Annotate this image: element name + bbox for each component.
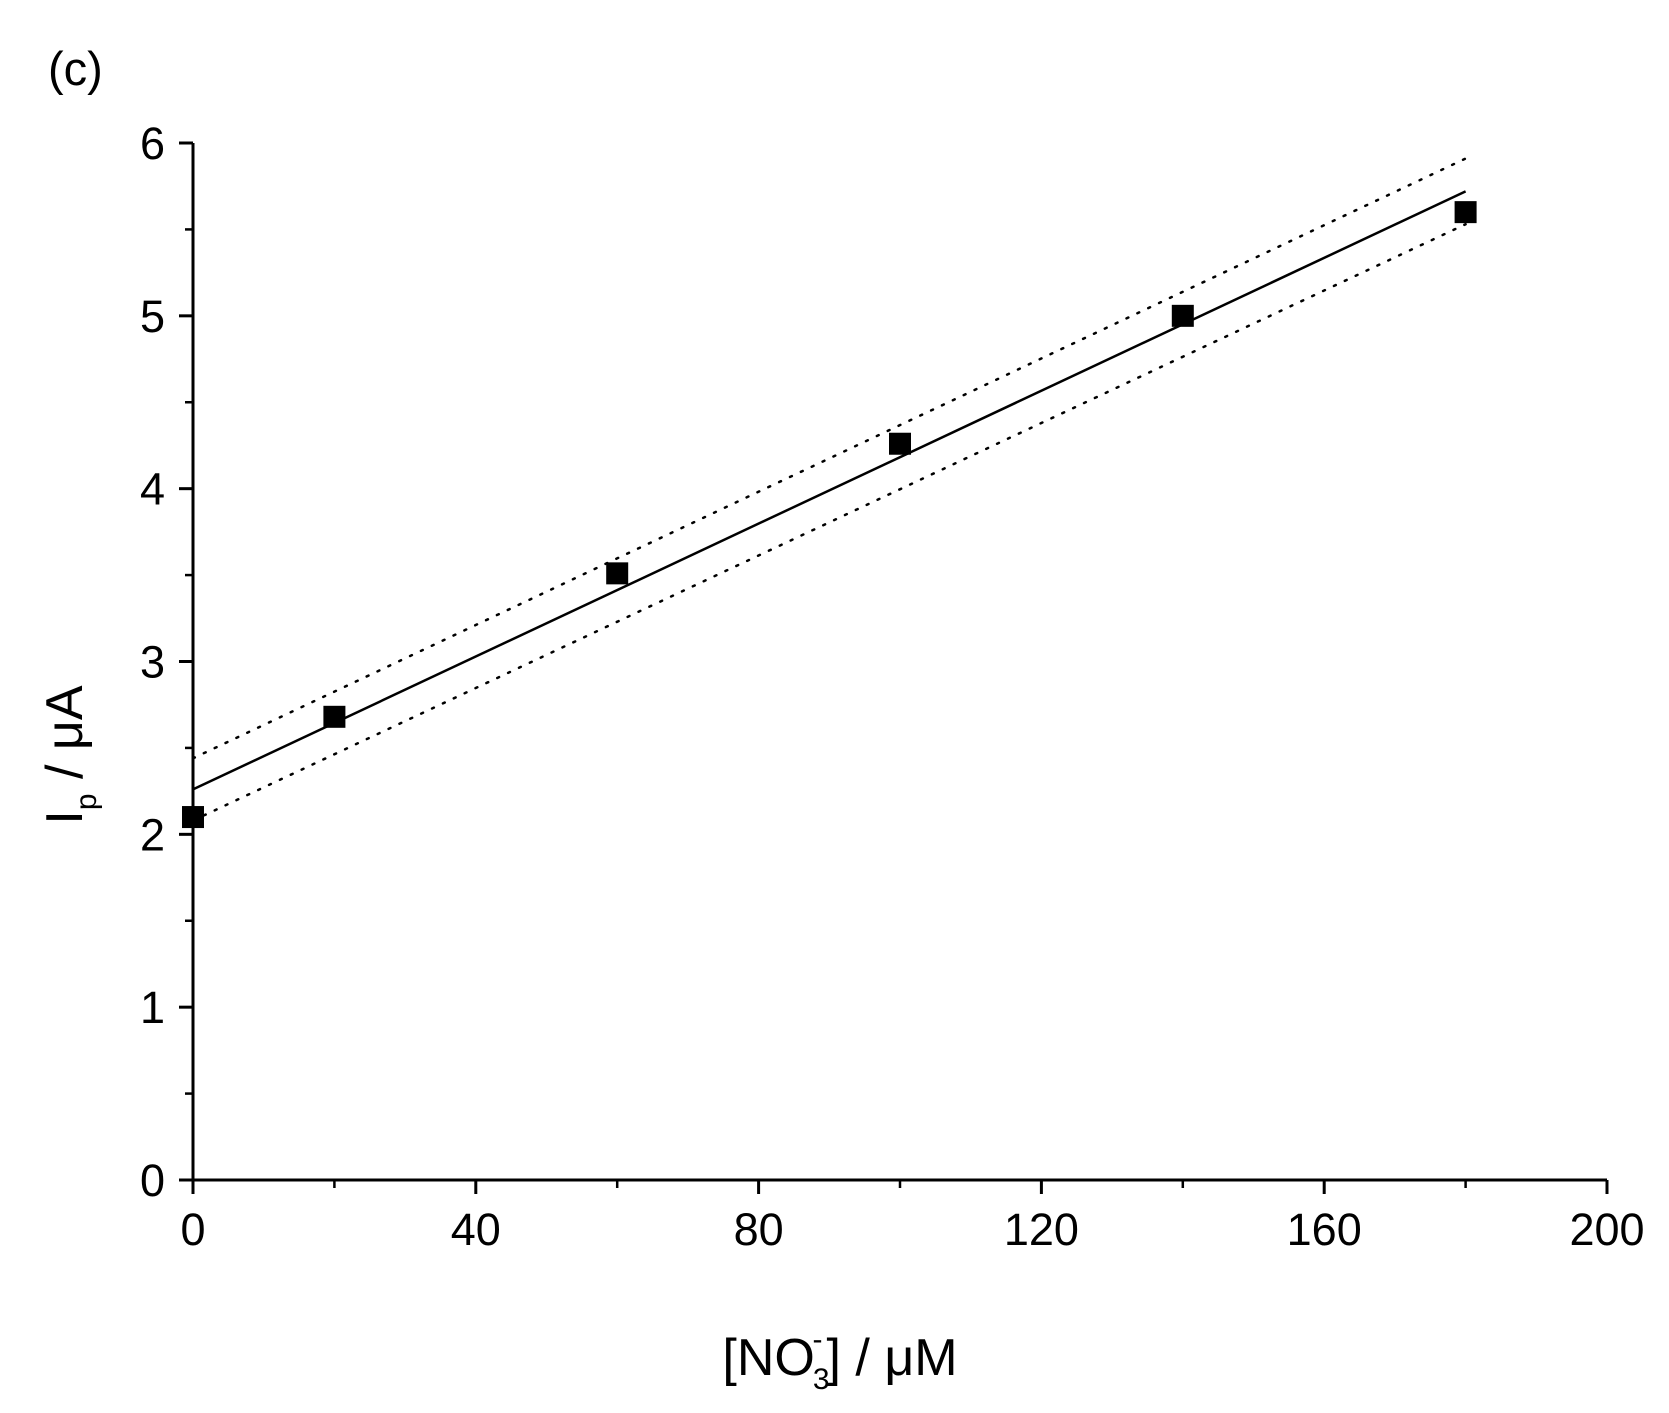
data-point — [889, 432, 911, 455]
fit-line-group — [192, 190, 1467, 791]
y-tick-label: 2 — [140, 809, 165, 860]
panel-label: (c) — [48, 42, 103, 95]
confidence-band-upper — [191, 157, 1467, 760]
data-point — [323, 705, 346, 728]
x-tick-label: 80 — [734, 1204, 784, 1255]
data-point — [1454, 201, 1477, 224]
y-tick-label: 1 — [140, 982, 165, 1033]
y-axis-title: Ip / μA — [36, 685, 103, 824]
x-tick-label: 200 — [1569, 1204, 1644, 1255]
x-tick-labels: 0 40 80 120 160 200 — [180, 1204, 1644, 1255]
y-tick-label: 3 — [140, 637, 165, 688]
x-tick-label: 160 — [1287, 1204, 1362, 1255]
y-tick-label: 0 — [140, 1155, 165, 1206]
data-points — [182, 201, 1477, 829]
y-tick-label: 4 — [140, 464, 165, 515]
axes — [179, 141, 1609, 1194]
x-tick-label: 40 — [451, 1204, 501, 1255]
x-tick-label: 0 — [180, 1204, 205, 1255]
data-point — [182, 806, 204, 829]
y-tick-labels: 0 1 2 3 4 5 6 — [140, 118, 165, 1206]
confidence-band-lower — [191, 222, 1467, 822]
x-axis-title: [NO3-] / μM — [722, 1323, 957, 1396]
data-point — [606, 562, 629, 585]
x-tick-label: 120 — [1004, 1204, 1079, 1255]
y-tick-label: 5 — [140, 291, 165, 342]
data-point — [1171, 304, 1194, 327]
fit-line — [192, 190, 1467, 791]
y-tick-label: 6 — [140, 118, 165, 169]
